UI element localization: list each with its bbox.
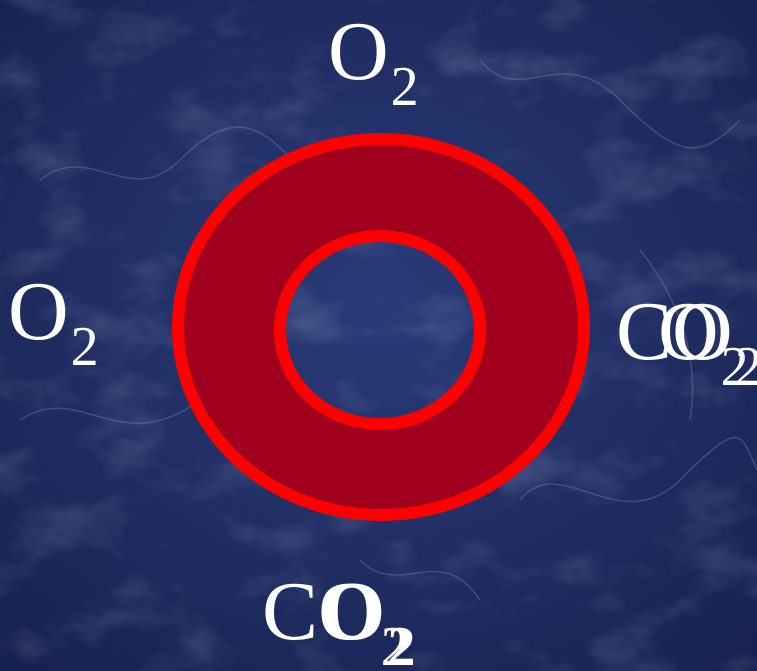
- carbon-dioxide-symbol: CO: [262, 565, 379, 658]
- oxygen-label-bottom-overlap: O2: [320, 570, 415, 671]
- oxygen-subscript: 2: [720, 336, 749, 398]
- oxygen-subscript: 2: [387, 616, 416, 671]
- carbon-dioxide-label-bottom: CO2: [262, 570, 409, 671]
- oxygen-symbol: O: [328, 5, 389, 98]
- carbon-dioxide-symbol: CO: [616, 285, 733, 378]
- oxygen-label-left: O2: [8, 270, 99, 376]
- oxygen-subscript: 2: [70, 316, 99, 378]
- oxygen-symbol: O: [8, 265, 69, 358]
- carbon-dioxide-subscript: 2: [380, 616, 409, 671]
- red-blood-cell-ring: [171, 133, 591, 521]
- oxygen-label-top: O2: [328, 10, 419, 116]
- oxygen-symbol: O: [320, 565, 386, 658]
- oxygen-symbol: O: [658, 285, 719, 378]
- carbon-dioxide-label-right: CO2: [616, 290, 757, 396]
- carbon-dioxide-subscript: 2: [734, 336, 757, 398]
- oxygen-label-right-overlap: O2: [658, 290, 749, 396]
- oxygen-subscript: 2: [390, 56, 419, 118]
